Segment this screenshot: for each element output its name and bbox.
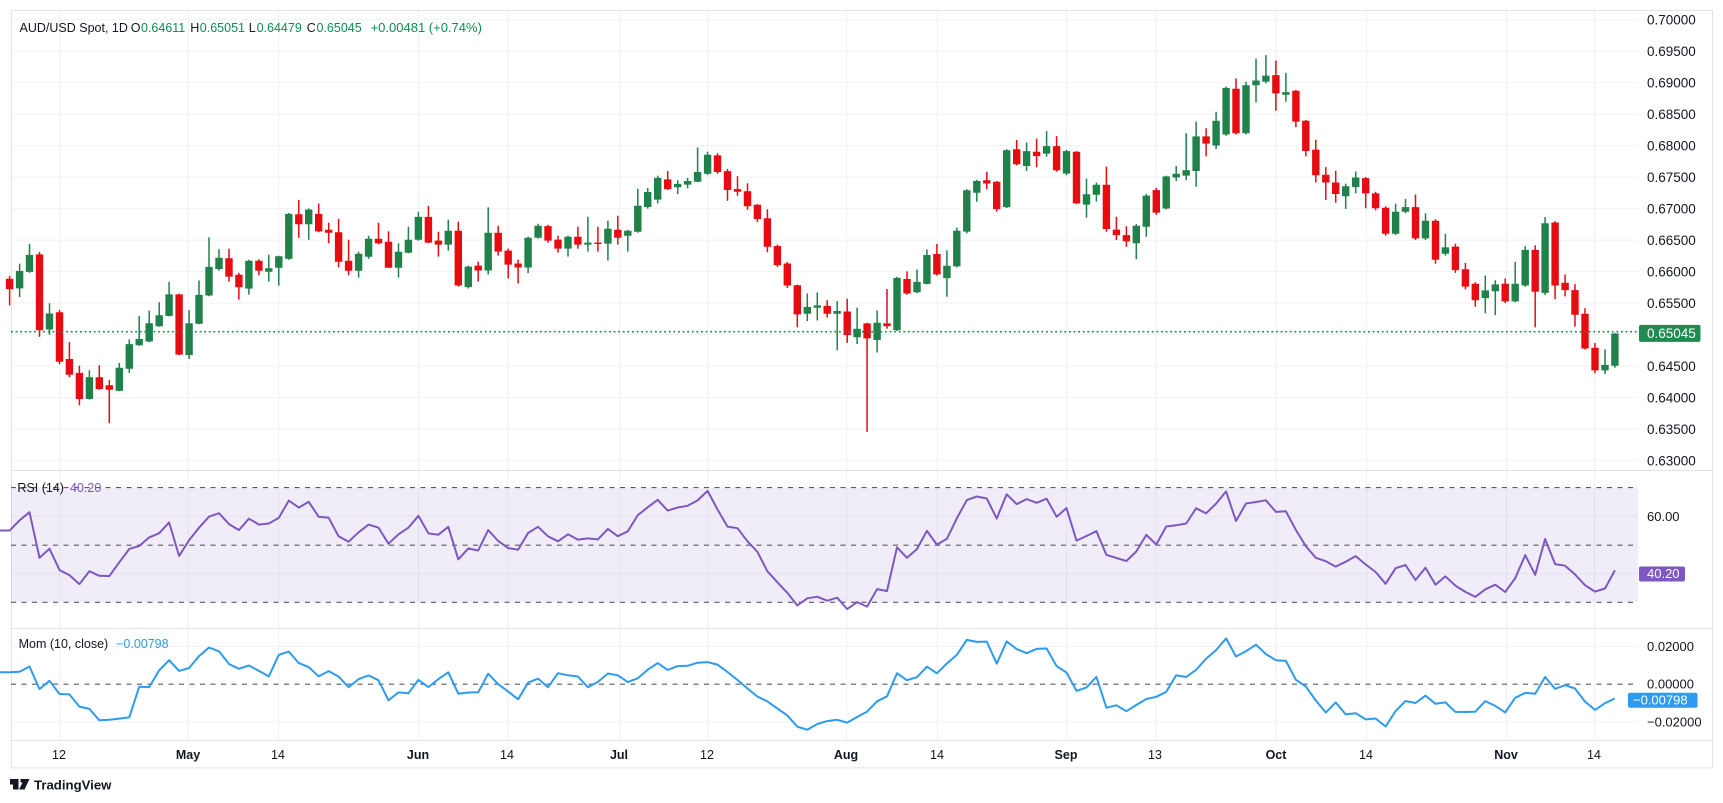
svg-text:0.64611: 0.64611 <box>141 21 185 35</box>
svg-text:0.65045: 0.65045 <box>317 21 362 35</box>
svg-text:0.64479: 0.64479 <box>257 21 302 35</box>
svg-text:0.69000: 0.69000 <box>1647 75 1696 90</box>
svg-text:0.69500: 0.69500 <box>1647 44 1696 59</box>
svg-text:12: 12 <box>700 748 714 762</box>
svg-text:12: 12 <box>52 748 66 762</box>
svg-text:60.00: 60.00 <box>1647 509 1680 524</box>
svg-text:May: May <box>176 748 200 762</box>
svg-text:0.67000: 0.67000 <box>1647 201 1696 216</box>
svg-text:Jul: Jul <box>610 748 628 762</box>
svg-text:H: H <box>190 21 199 35</box>
svg-text:0.67500: 0.67500 <box>1647 170 1696 185</box>
svg-text:−0.00798: −0.00798 <box>116 637 169 651</box>
svg-text:Mom (10, close): Mom (10, close) <box>19 637 109 651</box>
svg-text:RSI (14): RSI (14) <box>17 481 64 495</box>
svg-text:0.68500: 0.68500 <box>1647 107 1696 122</box>
svg-text:Nov: Nov <box>1494 748 1518 762</box>
svg-text:C: C <box>307 21 316 35</box>
svg-text:0.65500: 0.65500 <box>1647 296 1696 311</box>
svg-text:0.63000: 0.63000 <box>1647 453 1696 468</box>
svg-text:AUD/USD Spot, 1D: AUD/USD Spot, 1D <box>20 21 128 35</box>
svg-text:0.63500: 0.63500 <box>1647 422 1696 437</box>
svg-text:14: 14 <box>930 748 944 762</box>
svg-text:TradingView: TradingView <box>34 778 112 793</box>
svg-text:Oct: Oct <box>1266 748 1288 762</box>
svg-text:40.20: 40.20 <box>70 481 101 495</box>
svg-text:Sep: Sep <box>1055 748 1078 762</box>
svg-text:14: 14 <box>1587 748 1601 762</box>
svg-text:40.20: 40.20 <box>1647 566 1680 581</box>
svg-text:0.66500: 0.66500 <box>1647 233 1696 248</box>
svg-text:L: L <box>249 21 256 35</box>
svg-text:Jun: Jun <box>407 748 429 762</box>
svg-text:0.02000: 0.02000 <box>1647 639 1694 654</box>
svg-text:14: 14 <box>1359 748 1373 762</box>
svg-text:O: O <box>131 21 141 35</box>
svg-text:+0.00481 (+0.74%): +0.00481 (+0.74%) <box>371 20 482 35</box>
svg-text:0.66000: 0.66000 <box>1647 264 1696 279</box>
svg-text:Aug: Aug <box>834 748 858 762</box>
svg-text:0.64500: 0.64500 <box>1647 359 1696 374</box>
svg-text:14: 14 <box>271 748 285 762</box>
svg-text:−0.00798: −0.00798 <box>1633 692 1688 707</box>
svg-text:13: 13 <box>1148 748 1162 762</box>
svg-text:0.64000: 0.64000 <box>1647 390 1696 405</box>
svg-text:−0.02000: −0.02000 <box>1647 714 1702 729</box>
svg-text:0.65045: 0.65045 <box>1647 326 1696 341</box>
svg-text:14: 14 <box>500 748 514 762</box>
svg-text:0.00000: 0.00000 <box>1647 677 1694 692</box>
svg-text:0.68000: 0.68000 <box>1647 138 1696 153</box>
svg-text:0.70000: 0.70000 <box>1647 12 1696 27</box>
svg-text:0.65051: 0.65051 <box>200 21 245 35</box>
